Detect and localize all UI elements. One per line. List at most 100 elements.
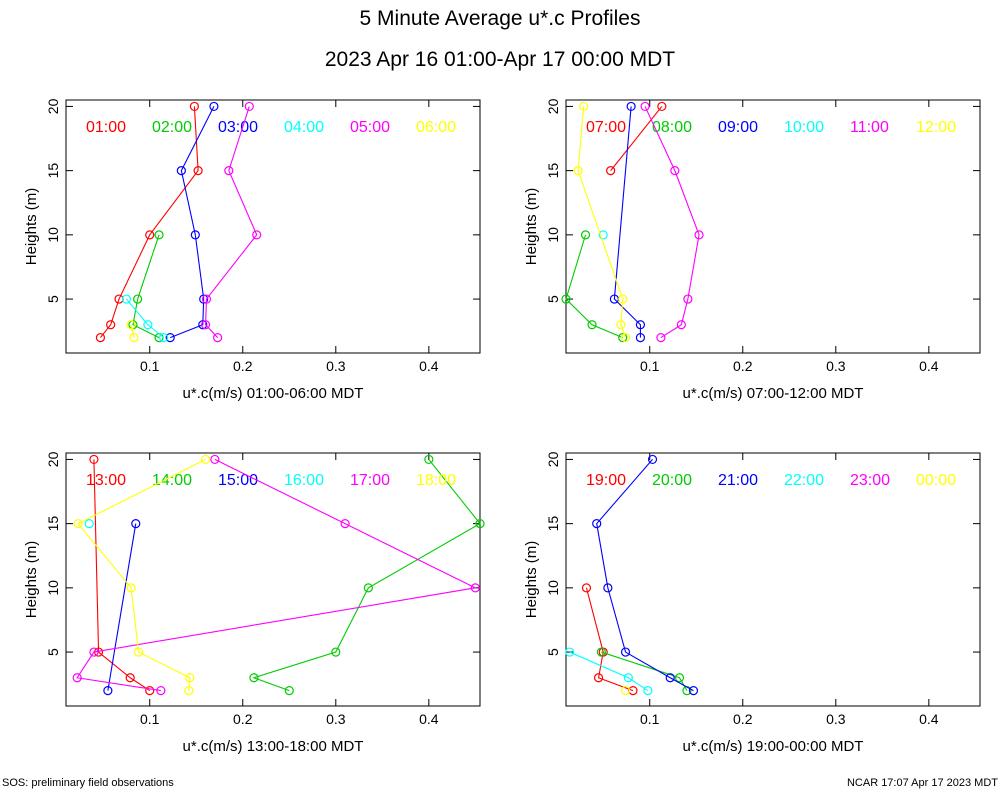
- series-1500: [103, 519, 141, 696]
- data-point: [176, 166, 186, 176]
- series-0900: [609, 101, 646, 343]
- y-axis-label: Heights (m): [23, 188, 40, 266]
- series-0100: [95, 101, 203, 343]
- data-point: [618, 294, 628, 304]
- data-point: [647, 454, 658, 465]
- data-point: [470, 583, 480, 593]
- plot-frame: [565, 452, 981, 707]
- y-tick-label: 10: [545, 227, 561, 243]
- series-line: [613, 106, 641, 338]
- y-axis-label: Heights (m): [523, 188, 540, 266]
- series-0300: [165, 101, 219, 343]
- data-point: [252, 230, 262, 240]
- data-point: [159, 332, 169, 343]
- series-line: [169, 106, 215, 339]
- footer-note: SOS: preliminary field observations: [2, 777, 174, 789]
- series-2200: [565, 647, 653, 696]
- chart-title: 5 Minute Average u*.c Profiles: [360, 7, 641, 30]
- data-point: [683, 294, 693, 304]
- x-tick-label: 0.2: [733, 358, 753, 374]
- legend-entry: 12:00: [916, 119, 956, 136]
- legend-entry: 10:00: [784, 119, 824, 136]
- data-point: [244, 101, 254, 112]
- data-point: [626, 101, 636, 112]
- footer-credit: NCAR 17:07 Apr 17 2023 MDT: [846, 777, 998, 789]
- legend-entry: 23:00: [850, 472, 890, 489]
- data-point: [156, 685, 166, 696]
- chart-panel-1: 0.1 0.2 0.3 0.4 5 10 15 20 u*.c(m/s) 01:00-06:00…: [23, 98, 481, 402]
- data-point: [200, 320, 211, 330]
- legend-entry: 03:00: [218, 119, 258, 136]
- data-point: [640, 101, 650, 112]
- series-1700: [72, 454, 480, 696]
- data-point: [200, 454, 211, 465]
- series-1300: [89, 454, 155, 696]
- data-point: [618, 332, 628, 343]
- data-point: [72, 673, 82, 683]
- data-point: [580, 230, 591, 240]
- series-0000: [620, 685, 631, 696]
- x-axis-label: u*.c(m/s) 01:00-06:00 MDT: [183, 385, 364, 402]
- data-point: [145, 685, 155, 696]
- data-point: [587, 320, 597, 330]
- data-point: [694, 230, 704, 240]
- series-1200: [573, 101, 631, 343]
- data-point: [620, 685, 631, 696]
- data-point: [635, 320, 646, 330]
- series-line: [565, 234, 623, 339]
- data-point: [475, 519, 485, 529]
- y-tick-label: 5: [45, 648, 61, 656]
- data-point: [193, 166, 203, 176]
- plot-frame: [65, 99, 481, 354]
- x-tick-label: 0.3: [826, 711, 846, 727]
- data-point: [145, 230, 155, 240]
- data-point: [657, 101, 667, 112]
- series-line: [585, 587, 634, 692]
- data-point: [199, 294, 209, 304]
- x-axis-label: u*.c(m/s) 07:00-12:00 MDT: [683, 385, 864, 402]
- series-1400: [249, 454, 485, 696]
- data-point: [198, 320, 208, 330]
- data-point: [126, 583, 136, 593]
- data-point: [143, 320, 153, 330]
- chart-panel-3: 0.1 0.2 0.3 0.4 5 10 15 20 u*.c(m/s) 13:00-18:00…: [23, 451, 485, 755]
- series-line: [644, 106, 700, 339]
- data-point: [131, 519, 141, 529]
- x-tick-label: 0.3: [326, 711, 346, 727]
- data-point: [579, 101, 589, 112]
- data-point: [424, 454, 434, 465]
- y-axis-label: Heights (m): [23, 541, 40, 619]
- y-tick-label: 15: [545, 163, 561, 179]
- data-point: [674, 673, 685, 683]
- legend-entry: 13:00: [86, 472, 126, 489]
- data-point: [89, 647, 99, 657]
- legend-entry: 04:00: [284, 119, 324, 136]
- series-line: [107, 523, 137, 691]
- series-1800: [73, 454, 211, 696]
- y-tick-label: 15: [45, 516, 61, 532]
- data-point: [126, 320, 136, 330]
- data-point: [665, 673, 675, 683]
- x-axis-label: u*.c(m/s) 19:00-00:00 MDT: [683, 738, 864, 755]
- y-tick-label: 10: [45, 227, 61, 243]
- legend-entry: 18:00: [416, 472, 456, 489]
- y-tick-label: 15: [545, 516, 561, 532]
- y-tick-label: 20: [45, 451, 61, 467]
- series-line: [610, 106, 663, 171]
- panels: 0.1 0.2 0.3 0.4 5 10 15 20 u*.c(m/s) 01:00-06:00…: [23, 98, 981, 755]
- legend-entry: 20:00: [652, 472, 692, 489]
- x-tick-label: 0.2: [233, 711, 253, 727]
- x-tick-label: 0.2: [733, 711, 753, 727]
- legend-entry: 07:00: [586, 119, 626, 136]
- data-point: [106, 320, 116, 330]
- data-point: [201, 294, 212, 304]
- legend-entry: 14:00: [152, 472, 192, 489]
- data-point: [620, 647, 631, 657]
- legend-entry: 22:00: [784, 472, 824, 489]
- series-0700: [606, 101, 667, 176]
- data-point: [185, 673, 195, 683]
- series-1600: [84, 519, 94, 529]
- data-point: [190, 230, 200, 240]
- data-point: [635, 332, 646, 343]
